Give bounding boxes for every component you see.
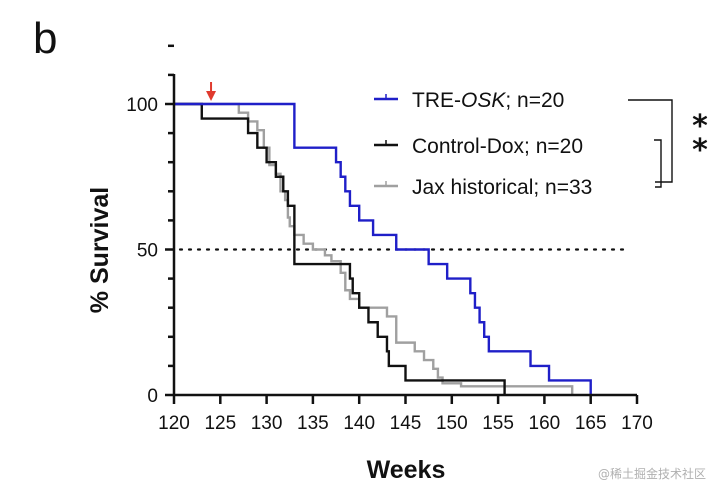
legend-item-1: Control-Dox; n=20 <box>374 135 583 158</box>
legend-label: TRE-OSK; n=20 <box>412 89 564 112</box>
arrow-head-icon <box>206 91 217 101</box>
y-tick-label: 50 <box>137 241 158 262</box>
y-tick-label: 0 <box>147 386 158 407</box>
x-tick-label: 165 <box>575 413 607 434</box>
x-tick-label: 125 <box>204 413 236 434</box>
x-tick-label: 135 <box>297 413 329 434</box>
x-tick-label: 170 <box>621 413 653 434</box>
x-tick-label: 160 <box>529 413 561 434</box>
legend-label: Control-Dox; n=20 <box>412 135 583 158</box>
series-0 <box>174 102 592 395</box>
survival-curve <box>174 102 574 395</box>
bracket-inner <box>654 139 662 188</box>
watermark: @稀土掘金技术社区 <box>597 467 706 481</box>
x-tick-label: 145 <box>390 413 422 434</box>
legend-item-0: TRE-OSK; n=20 <box>374 89 564 112</box>
legend-label-part: OSK <box>461 89 506 112</box>
survival-curve <box>174 102 592 395</box>
panel-label: b <box>33 14 58 63</box>
x-tick-label: 155 <box>482 413 514 434</box>
y-tick-label: 100 <box>126 95 158 116</box>
bracket-outer <box>628 99 673 183</box>
x-tick-label: 140 <box>343 413 375 434</box>
legend-label-part: TRE- <box>412 89 461 112</box>
significance-label: * <box>692 109 708 144</box>
legend-label-part: ; n=20 <box>505 89 564 112</box>
x-tick-label: 130 <box>251 413 283 434</box>
x-axis-title: Weeks <box>367 456 446 484</box>
x-tick-label: 120 <box>158 413 190 434</box>
legend-label: Jax historical; n=33 <box>412 176 592 199</box>
series-2 <box>174 102 574 395</box>
significance-label: * <box>692 133 708 168</box>
y-axis-title: % Survival <box>86 187 114 313</box>
legend-item-2: Jax historical; n=33 <box>374 176 592 199</box>
x-tick-label: 150 <box>436 413 468 434</box>
series-1 <box>174 102 506 395</box>
survival-curve <box>174 102 506 395</box>
